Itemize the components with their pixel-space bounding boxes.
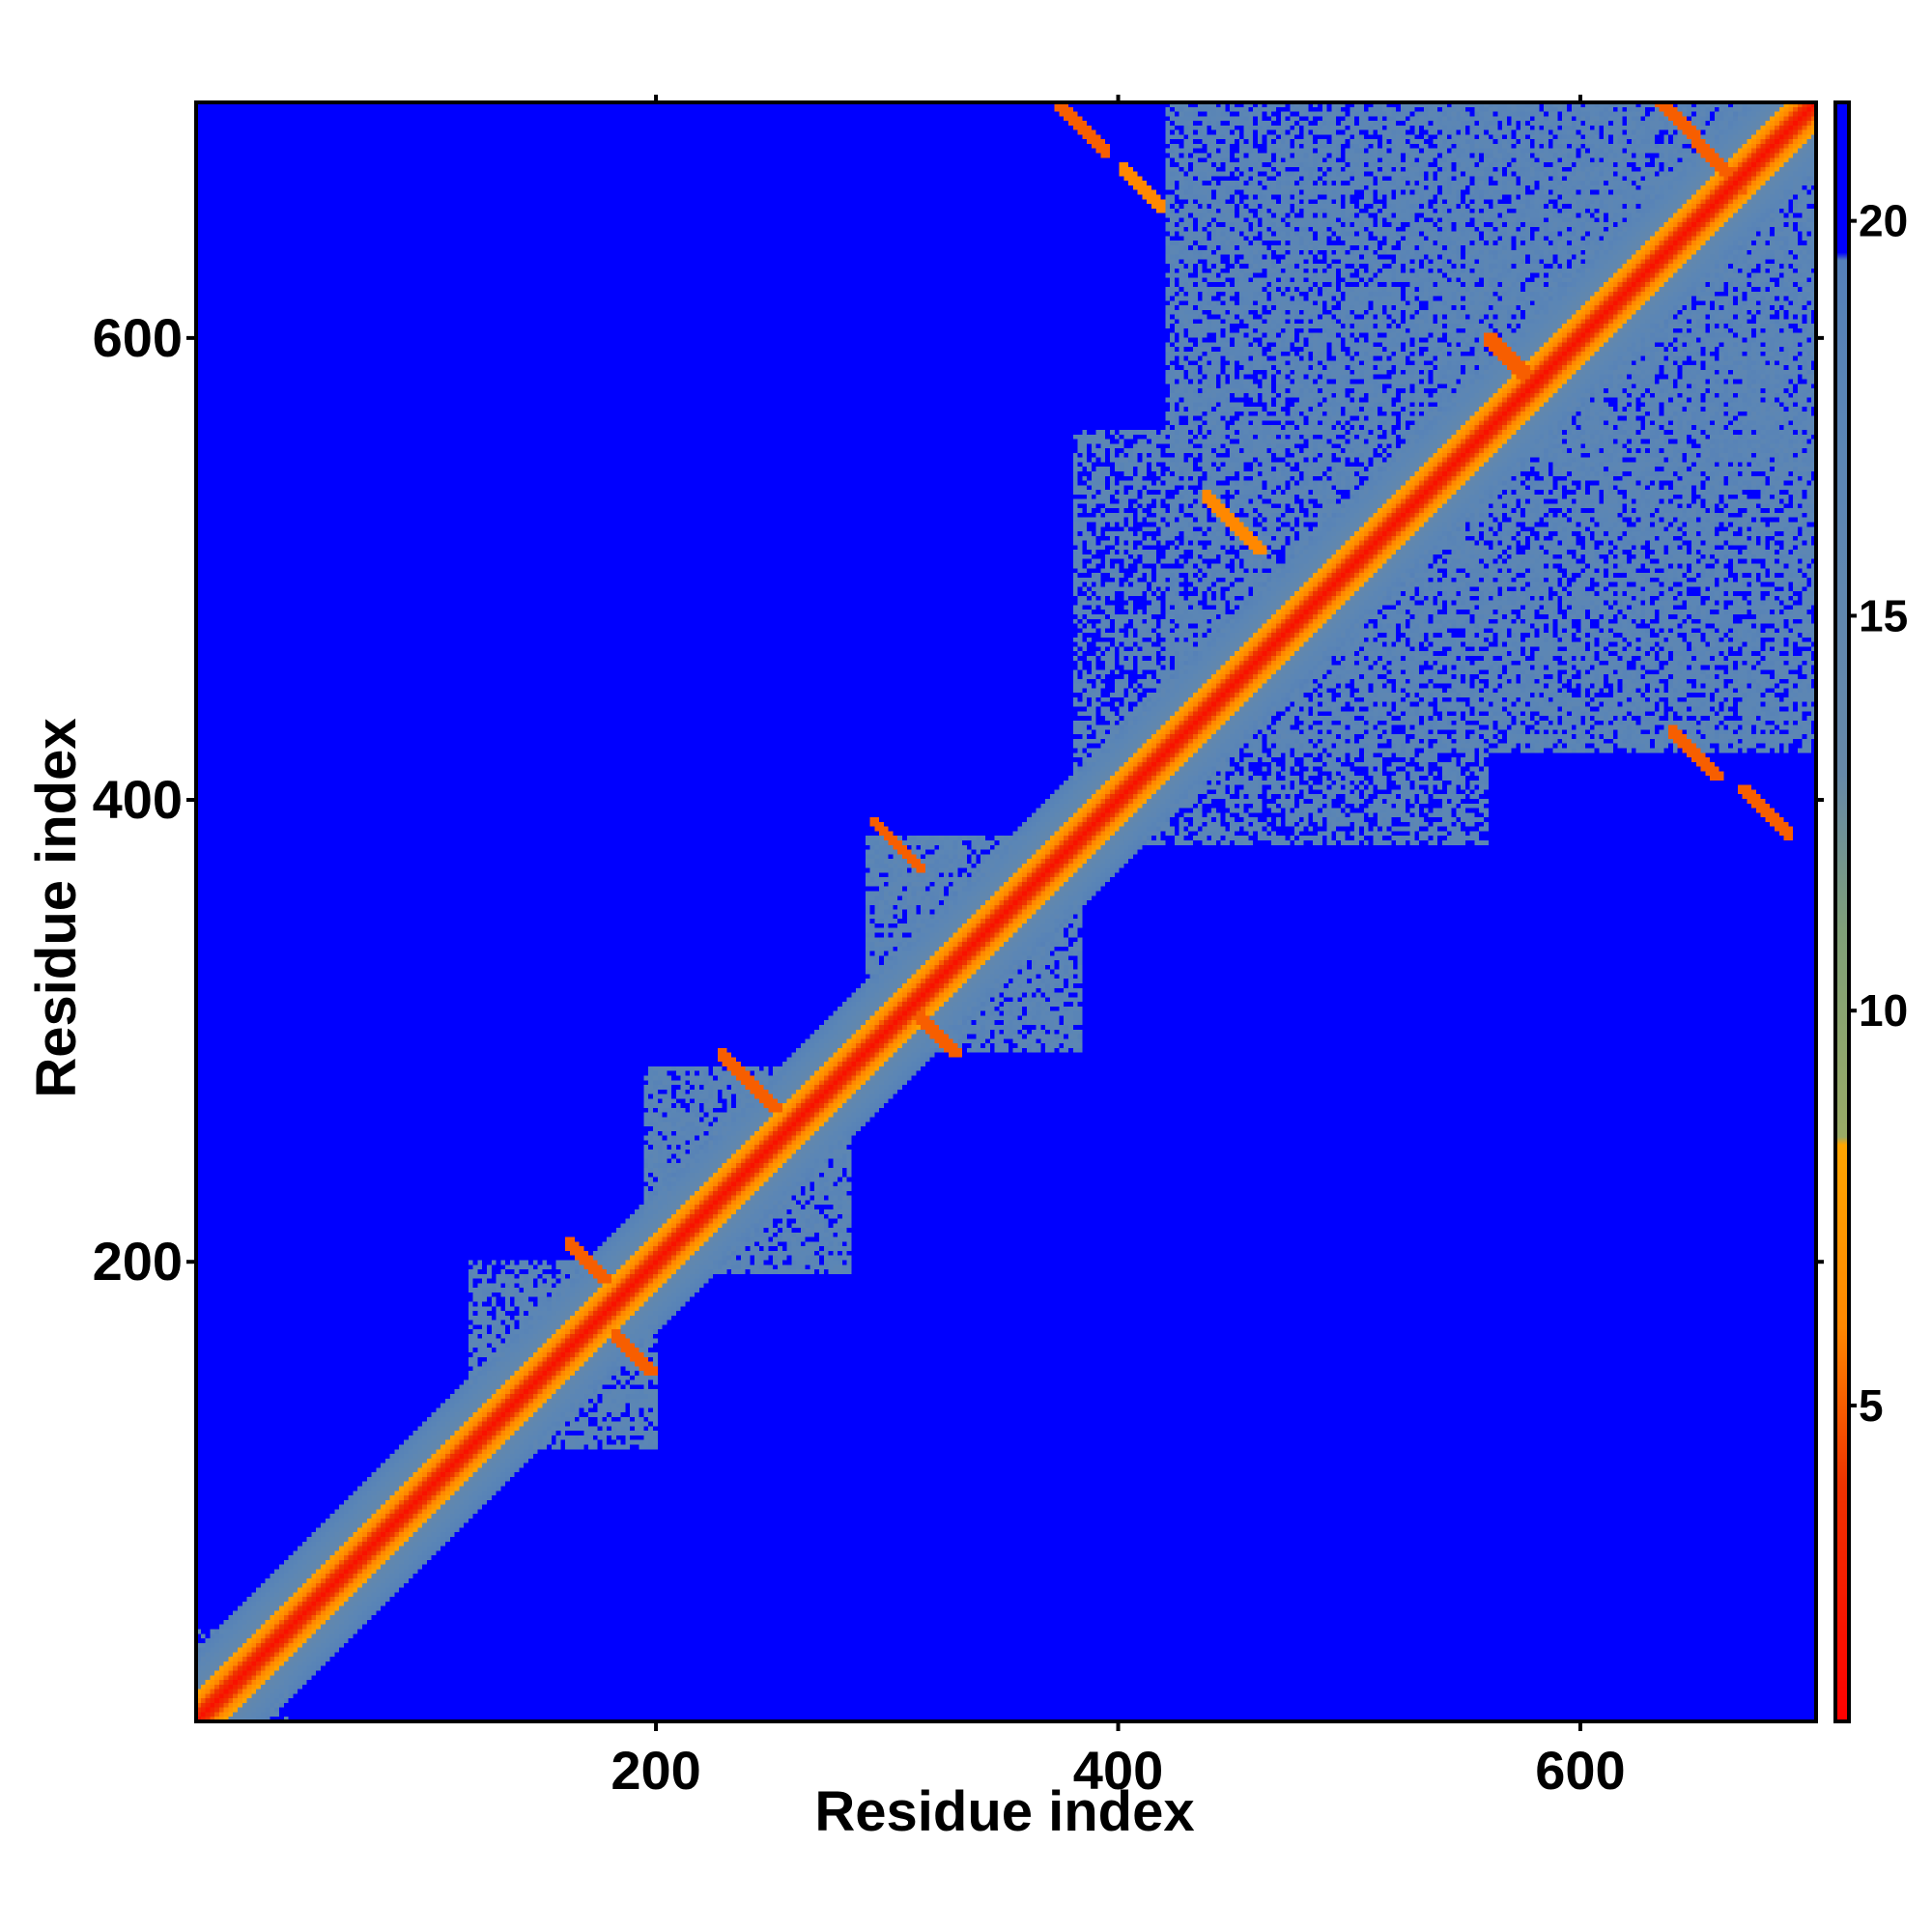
right-axis-ticks bbox=[1816, 335, 1824, 1264]
top-axis-ticks bbox=[654, 95, 1582, 102]
heatmap-plot-area bbox=[194, 100, 1818, 1723]
colorbar-tick-label: 5 bbox=[1859, 1380, 1884, 1431]
colorbar-tick-label: 15 bbox=[1859, 590, 1908, 640]
x-tick-label: 600 bbox=[1535, 1740, 1625, 1801]
y-axis: 200 400 600 bbox=[93, 307, 196, 1292]
colorbar-ticks: 5 10 15 20 bbox=[1849, 196, 1908, 1431]
y-tick-label: 200 bbox=[93, 1231, 183, 1292]
colorbar-tick-label: 20 bbox=[1859, 196, 1908, 246]
x-axis-title: Residue index bbox=[814, 1780, 1194, 1843]
x-axis: 200 400 600 bbox=[611, 1721, 1626, 1801]
y-tick-label: 400 bbox=[93, 769, 183, 830]
x-tick-label: 200 bbox=[611, 1740, 700, 1801]
plot-frame bbox=[194, 100, 1818, 1723]
y-tick-label: 600 bbox=[93, 307, 183, 368]
x-tick-label: 400 bbox=[1073, 1740, 1163, 1801]
colorbar-tick-label: 10 bbox=[1859, 985, 1908, 1036]
colorbar: 5 10 15 20 bbox=[1833, 100, 1908, 1723]
heatmap-image bbox=[196, 102, 1816, 1721]
colorbar-scale bbox=[1833, 100, 1851, 1723]
y-axis-title: Residue index bbox=[25, 718, 88, 1097]
